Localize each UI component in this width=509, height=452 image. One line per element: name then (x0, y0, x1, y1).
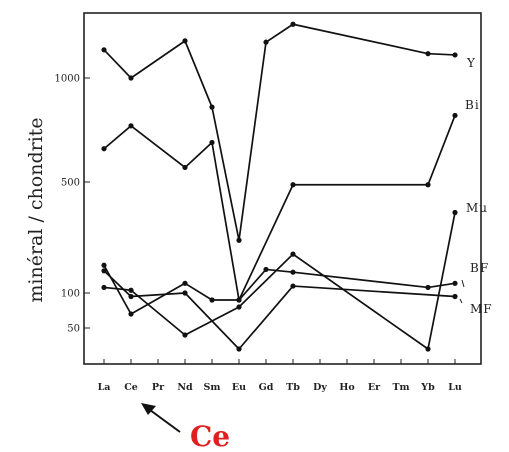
series-line-bf (103, 212, 456, 350)
data-point (425, 51, 431, 57)
annotation-text: Ce (190, 420, 230, 452)
x-tick-label: Tb (286, 382, 300, 393)
x-tick-label: Tm (392, 382, 409, 393)
x-tick-label: La (98, 382, 111, 393)
data-point (182, 290, 188, 296)
data-point (128, 293, 134, 300)
x-tick-label: Ce (124, 382, 138, 393)
data-point (101, 146, 107, 152)
series-label-y: Y (466, 56, 476, 70)
data-point (452, 293, 458, 300)
data-point (425, 182, 431, 188)
data-point (290, 283, 296, 289)
data-point (236, 346, 242, 352)
x-tick-label: Nd (177, 382, 193, 393)
data-point (425, 346, 431, 352)
series-layer (101, 21, 458, 352)
data-point (236, 237, 242, 243)
data-point (290, 269, 296, 275)
label-leader (459, 298, 463, 304)
data-point (452, 112, 458, 119)
data-point (182, 38, 188, 44)
x-tick-label: Yb (420, 382, 435, 393)
data-point (101, 284, 107, 291)
x-tick-label: Ho (339, 382, 354, 393)
x-tick-label: Er (368, 382, 381, 393)
x-tick-label: Lu (448, 382, 462, 393)
y-tick-label: 500 (61, 178, 80, 189)
data-point (182, 280, 188, 286)
data-point (182, 164, 188, 171)
data-point (236, 304, 242, 310)
y-tick-label: 100 (61, 289, 80, 300)
data-point (182, 332, 188, 338)
data-point (209, 139, 215, 146)
plot-frame (83, 12, 482, 365)
x-tick-label: Eu (232, 382, 246, 393)
data-point (452, 280, 458, 286)
data-point (236, 297, 242, 303)
y-tick-label: 1000 (55, 74, 80, 85)
data-point (128, 287, 134, 293)
series-line-mf (103, 270, 456, 350)
data-point (209, 104, 215, 110)
data-point (290, 182, 296, 188)
ce-annotation: Ce (141, 403, 230, 452)
data-point (101, 262, 107, 268)
series-labels: Y Bi Mu BF MF (459, 56, 493, 316)
y-axis-label-text: minéral / chondrite (25, 117, 47, 302)
data-point (128, 123, 134, 129)
data-point (263, 39, 269, 45)
data-point (128, 311, 134, 317)
label-leader (461, 279, 465, 288)
annotation-arrow-head (141, 403, 156, 415)
data-point (128, 75, 134, 81)
y-axis-ticks: 50 100 500 1000 (55, 74, 90, 335)
data-point (290, 251, 296, 257)
data-point (209, 297, 215, 303)
data-point (452, 209, 458, 216)
x-tick-label: Sm (204, 382, 221, 393)
data-point (263, 266, 269, 273)
data-point (101, 268, 107, 274)
series-line-bi (103, 115, 456, 301)
data-point (425, 284, 431, 291)
y-axis-label: minéral / chondrite (25, 117, 47, 302)
x-tick-label: Pr (152, 382, 165, 393)
series-line-y (103, 23, 456, 242)
data-point (290, 21, 296, 27)
x-tick-label: Dy (313, 382, 327, 393)
data-point (452, 52, 458, 58)
x-tick-label: Gd (259, 382, 274, 393)
data-point (101, 47, 107, 53)
series-label-bf: BF (470, 261, 489, 275)
x-axis-ticks: La Ce Pr Nd Sm Eu Gd Tb Dy Ho Er Tm Yb Lu (98, 359, 462, 393)
y-tick-label: 50 (67, 324, 80, 335)
annotation-arrow-shaft (149, 409, 181, 433)
series-label-mu: Mu (466, 201, 488, 215)
series-label-mf: MF (470, 302, 493, 316)
series-label-bi: Bi (465, 98, 480, 112)
series-line-mu (103, 264, 456, 315)
